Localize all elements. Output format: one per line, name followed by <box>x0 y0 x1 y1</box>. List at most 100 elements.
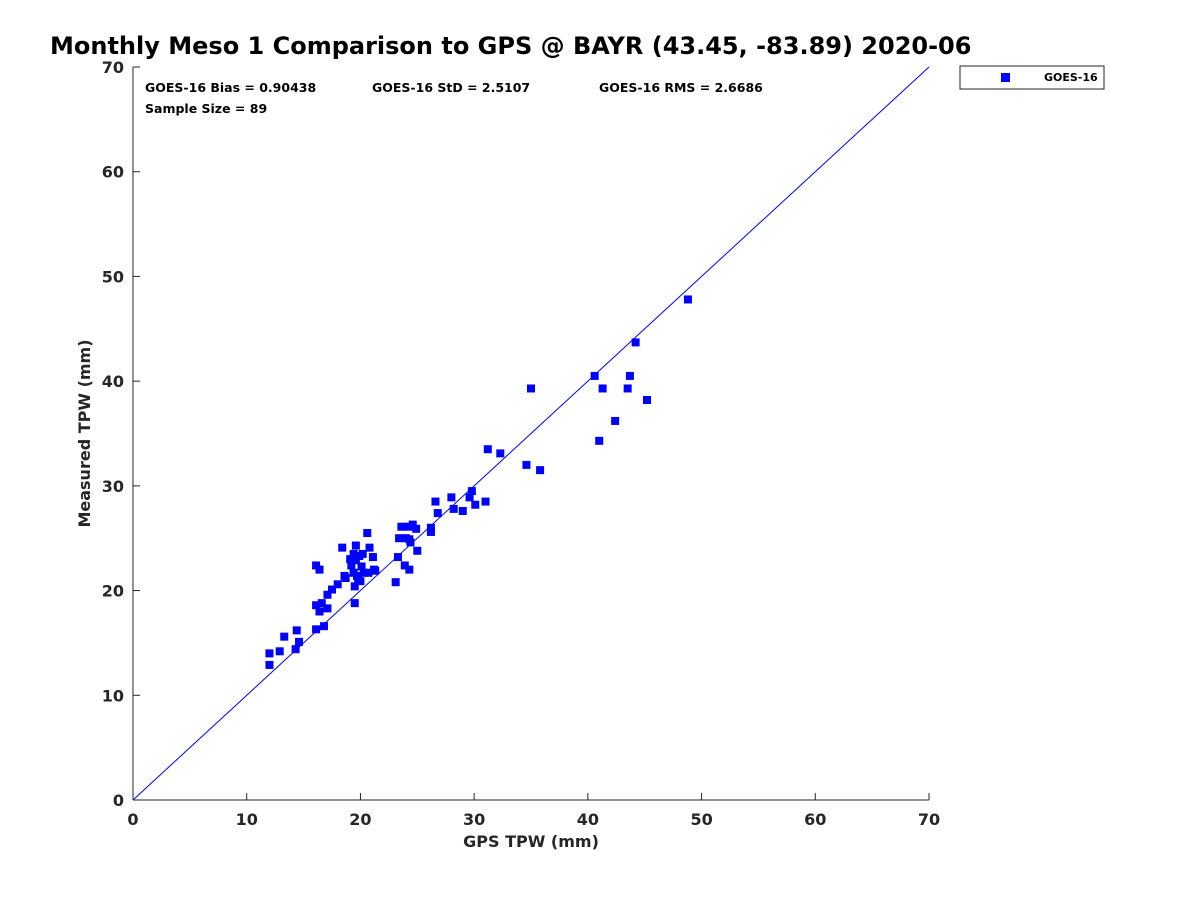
data-point <box>265 660 274 669</box>
data-point <box>357 562 366 571</box>
x-tick-label: 50 <box>690 810 712 829</box>
data-point <box>642 395 651 404</box>
data-point <box>406 538 415 547</box>
data-point <box>291 645 300 654</box>
data-point <box>433 509 442 518</box>
data-points <box>265 295 692 669</box>
data-point <box>371 566 380 575</box>
x-tick-label: 10 <box>236 810 258 829</box>
data-point <box>471 500 480 509</box>
legend-square-marker-icon <box>1001 73 1010 82</box>
data-point <box>595 436 604 445</box>
bias-stat: GOES-16 Bias = 0.90438 <box>145 80 316 95</box>
data-point <box>447 493 456 502</box>
y-tick-label: 10 <box>102 686 124 705</box>
sample-size-stat: Sample Size = 89 <box>145 101 267 116</box>
data-point <box>333 580 342 589</box>
x-tick-label: 20 <box>349 810 371 829</box>
x-tick-label: 60 <box>804 810 826 829</box>
x-tick-label: 0 <box>127 810 138 829</box>
x-ticks: 0 10 20 30 40 50 60 70 <box>127 793 940 829</box>
data-point <box>527 384 535 393</box>
axes <box>132 67 929 801</box>
data-point <box>426 527 435 536</box>
data-point <box>280 632 289 641</box>
y-tick-label: 0 <box>113 791 124 810</box>
data-point <box>315 607 324 616</box>
y-tick-label: 50 <box>102 267 124 286</box>
data-point <box>350 582 359 591</box>
data-point <box>312 601 321 610</box>
chart-title: Monthly Meso 1 Comparison to GPS @ BAYR … <box>50 32 971 60</box>
data-point <box>350 599 359 608</box>
data-point <box>623 384 632 393</box>
y-tick-label: 60 <box>102 163 124 182</box>
data-point <box>393 553 402 562</box>
data-point <box>349 549 358 558</box>
x-tick-label: 40 <box>577 810 599 829</box>
legend-box <box>959 65 1105 90</box>
y-axis-label: Measured TPW (mm) <box>75 339 94 527</box>
x-axis-label: GPS TPW (mm) <box>463 832 599 851</box>
data-point <box>405 565 414 574</box>
data-point <box>351 556 360 565</box>
data-point <box>364 568 373 577</box>
data-point <box>391 578 400 587</box>
data-point <box>365 543 374 552</box>
data-point <box>368 553 377 562</box>
data-point <box>625 371 634 380</box>
one-to-one-line <box>132 66 930 801</box>
data-point <box>426 523 435 532</box>
data-point <box>465 493 474 502</box>
data-point <box>536 466 545 475</box>
data-point <box>292 626 301 635</box>
data-point <box>481 497 490 506</box>
data-point <box>412 524 421 533</box>
data-point <box>347 561 356 570</box>
data-point <box>323 604 332 613</box>
data-point <box>590 371 599 380</box>
data-point <box>359 568 368 577</box>
x-tick-label: 30 <box>463 810 485 829</box>
y-tick-label: 30 <box>102 477 124 496</box>
data-point <box>341 574 350 583</box>
rms-stat: GOES-16 RMS = 2.6686 <box>599 80 763 95</box>
data-point <box>338 543 347 552</box>
legend: GOES-16 <box>959 65 1105 90</box>
data-point <box>397 522 406 531</box>
data-point <box>275 647 284 656</box>
y-tick-label: 70 <box>102 58 124 77</box>
data-point <box>400 561 409 570</box>
y-tick-label: 20 <box>102 582 124 601</box>
y-ticks: 0 10 20 30 40 50 60 70 <box>102 58 140 810</box>
data-point <box>323 590 332 599</box>
data-point <box>631 338 640 347</box>
data-point <box>353 571 362 580</box>
data-point <box>449 504 458 513</box>
data-point <box>683 295 692 304</box>
data-point <box>483 445 492 454</box>
data-point <box>356 577 365 586</box>
data-point <box>496 449 505 458</box>
data-point <box>317 599 326 608</box>
legend-series-label: GOES-16 <box>1044 71 1098 84</box>
data-point <box>328 585 336 594</box>
x-tick-label: 70 <box>918 810 940 829</box>
data-point <box>413 546 422 555</box>
data-point <box>351 541 360 550</box>
data-point <box>458 506 467 515</box>
data-point <box>315 565 324 574</box>
y-tick-label: 40 <box>102 372 124 391</box>
data-point <box>363 528 372 537</box>
data-point <box>346 555 355 564</box>
data-point <box>312 625 321 634</box>
data-point <box>598 384 607 393</box>
data-point <box>395 534 404 543</box>
data-point <box>611 416 620 425</box>
data-point <box>295 637 304 646</box>
data-point <box>467 487 476 496</box>
data-point <box>312 561 321 570</box>
data-point <box>265 649 274 658</box>
data-point <box>408 520 417 529</box>
